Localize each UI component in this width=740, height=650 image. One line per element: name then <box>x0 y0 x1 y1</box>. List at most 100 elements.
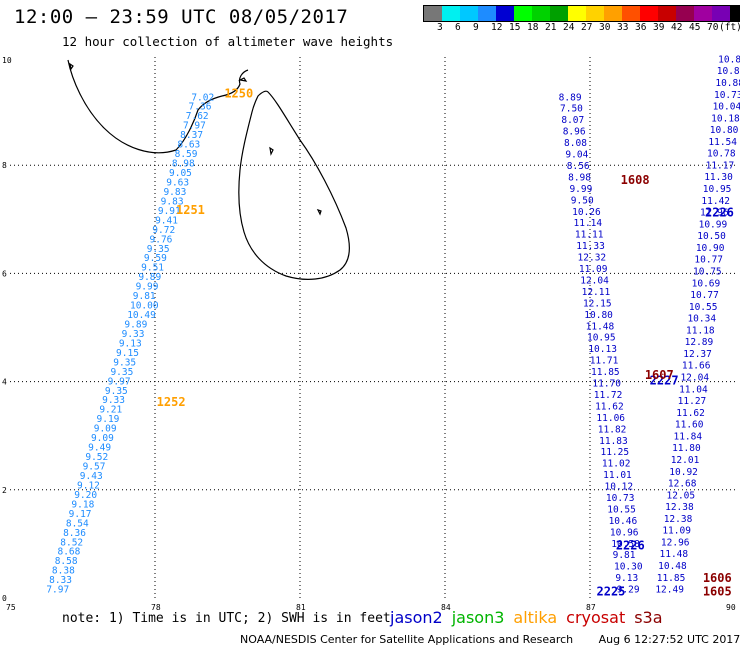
color-swatch <box>622 6 640 21</box>
swh-value: 11.42 <box>701 196 730 207</box>
swh-value: 8.59 <box>175 149 198 160</box>
swh-value: 9.97 <box>108 376 131 387</box>
swh-value: 10.81 <box>717 66 740 77</box>
swh-value: 10.95 <box>703 184 732 195</box>
swh-value: 12.68 <box>668 479 697 490</box>
swh-value: 7.97 <box>183 121 206 132</box>
swh-value: 9.13 <box>119 338 142 349</box>
swh-value: 9.99 <box>136 282 159 293</box>
swh-value: 8.52 <box>60 537 83 548</box>
swh-value: 10.58 <box>611 539 640 550</box>
color-scale-label: 70 <box>707 22 719 33</box>
page-subtitle: 12 hour collection of altimeter wave hei… <box>62 34 394 49</box>
swh-value: 9.35 <box>105 386 128 397</box>
color-swatch <box>514 6 532 21</box>
swh-value: 10.73 <box>606 493 635 504</box>
swh-value: 9.89 <box>138 272 161 283</box>
altimeter-tracks: 7.978.338.388.588.688.528.368.549.179.18… <box>46 54 740 595</box>
swh-value: 11.80 <box>672 443 701 454</box>
swh-value: 9.51 <box>141 263 164 274</box>
island-3 <box>269 146 274 156</box>
swh-value: 11.30 <box>704 172 733 183</box>
y-tick-label: 2 <box>2 486 7 495</box>
swh-value: 10.90 <box>696 243 725 254</box>
x-tick-label: 90 <box>726 603 736 612</box>
swh-value: 11.62 <box>595 401 624 412</box>
color-scale-label: 30 <box>599 22 611 33</box>
swh-value: 12.04 <box>580 275 609 286</box>
swh-value: 9.59 <box>144 253 167 264</box>
color-scale-label: 33 <box>617 22 629 33</box>
legend-item-jason2: jason2 <box>390 608 443 627</box>
y-tick-label: 6 <box>2 269 7 278</box>
swh-value: 8.37 <box>180 130 203 141</box>
swh-value: 9.21 <box>99 405 122 416</box>
color-scale-label: 6 <box>455 22 461 33</box>
swh-value: 11.70 <box>592 379 621 390</box>
swh-value: 10.46 <box>609 516 638 527</box>
swh-value: 9.18 <box>71 499 94 510</box>
x-tick-label: 84 <box>441 603 451 612</box>
sri-lanka-outline <box>238 90 350 280</box>
color-scale-unit: (ft) <box>719 22 740 33</box>
swh-value: 7.02 <box>191 92 214 103</box>
x-tick-label: 75 <box>6 603 16 612</box>
pass-number: 2226 <box>705 206 734 220</box>
swh-value: 9.15 <box>116 348 139 359</box>
swh-value: 10.55 <box>607 504 636 515</box>
swh-value: 10.13 <box>588 344 617 355</box>
swh-value: 9.89 <box>124 320 147 331</box>
swh-value: 12.96 <box>661 537 690 548</box>
color-scale-label: 3 <box>437 22 443 33</box>
swh-value: 10.88 <box>715 78 740 89</box>
swh-value: 11.09 <box>662 526 691 537</box>
swh-value: 10.50 <box>697 231 726 242</box>
swh-value: 11.14 <box>574 218 603 229</box>
swh-value: 11.17 <box>706 160 735 171</box>
x-tick-label: 87 <box>586 603 596 612</box>
swh-value: 11.09 <box>579 264 608 275</box>
swh-value: 9.50 <box>571 195 594 206</box>
swh-value: 11.18 <box>686 325 715 336</box>
swh-value: 11.66 <box>682 361 711 372</box>
color-swatch <box>712 6 730 21</box>
swh-value: 9.33 <box>122 329 145 340</box>
swh-value: 9.76 <box>150 234 173 245</box>
pass-number: 1250 <box>224 87 253 101</box>
swh-value: 7.62 <box>186 111 209 122</box>
x-tick-label: 81 <box>296 603 306 612</box>
y-tick-label: 10 <box>2 56 12 65</box>
x-tick-label: 78 <box>151 603 161 612</box>
satellite-legend: jason2 jason3 altika cryosat s3a <box>390 608 672 627</box>
swh-value: 12.38 <box>665 502 694 513</box>
swh-value: 11.84 <box>673 431 702 442</box>
y-tick-label: 8 <box>2 161 7 170</box>
island-2 <box>238 77 248 82</box>
color-scale-label: 24 <box>563 22 575 33</box>
swh-value: 8.68 <box>57 547 80 558</box>
color-swatch <box>496 6 514 21</box>
pass-number: 1252 <box>157 395 186 409</box>
swh-value: 10.80 <box>710 125 739 136</box>
footer-note: note: 1) Time is in UTC; 2) SWH is in fe… <box>62 611 391 626</box>
y-tick-label: 4 <box>2 378 7 387</box>
swh-value: 8.56 <box>567 161 590 172</box>
swh-value: 12.49 <box>655 585 684 596</box>
swh-value: 11.83 <box>599 436 628 447</box>
axis-labels: 75 78 81 84 87 90 0 2 4 6 8 10 <box>2 56 736 612</box>
swh-value: 12.15 <box>583 298 612 309</box>
swh-value: 10.12 <box>605 482 634 493</box>
color-swatch <box>442 6 460 21</box>
swh-value: 10.00 <box>130 301 159 312</box>
pass-number: 2227 <box>650 373 679 387</box>
swh-value: 9.83 <box>163 187 186 198</box>
swh-value: 9.29 <box>617 585 640 596</box>
swh-value: 10.78 <box>707 149 736 160</box>
swh-value: 9.52 <box>85 452 108 463</box>
color-scale-label: 9 <box>473 22 479 33</box>
color-swatch <box>694 6 712 21</box>
color-scale-label: 42 <box>671 22 683 33</box>
swh-value: 10.34 <box>687 314 716 325</box>
swh-value: 10.49 <box>127 310 156 321</box>
